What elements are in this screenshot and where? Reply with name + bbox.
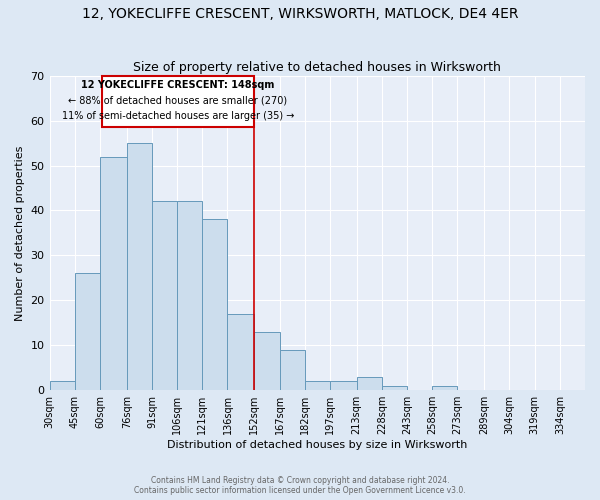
- Bar: [177, 202, 202, 390]
- Bar: [127, 143, 152, 390]
- Bar: [100, 156, 127, 390]
- Title: Size of property relative to detached houses in Wirksworth: Size of property relative to detached ho…: [133, 62, 501, 74]
- Bar: [75, 274, 100, 390]
- Text: 12 YOKECLIFFE CRESCENT: 148sqm: 12 YOKECLIFFE CRESCENT: 148sqm: [81, 80, 275, 90]
- Text: 12, YOKECLIFFE CRESCENT, WIRKSWORTH, MATLOCK, DE4 4ER: 12, YOKECLIFFE CRESCENT, WIRKSWORTH, MAT…: [82, 8, 518, 22]
- Bar: [227, 314, 254, 390]
- X-axis label: Distribution of detached houses by size in Wirksworth: Distribution of detached houses by size …: [167, 440, 467, 450]
- Y-axis label: Number of detached properties: Number of detached properties: [15, 145, 25, 320]
- Bar: [152, 202, 177, 390]
- Bar: [202, 220, 227, 390]
- Bar: [330, 381, 357, 390]
- Bar: [382, 386, 407, 390]
- Text: ← 88% of detached houses are smaller (270): ← 88% of detached houses are smaller (27…: [68, 96, 287, 106]
- Bar: [254, 332, 280, 390]
- Bar: [432, 386, 457, 390]
- Bar: [305, 381, 330, 390]
- Bar: [357, 376, 382, 390]
- Text: 11% of semi-detached houses are larger (35) →: 11% of semi-detached houses are larger (…: [62, 110, 294, 120]
- Bar: [50, 381, 75, 390]
- Bar: [280, 350, 305, 390]
- Text: Contains HM Land Registry data © Crown copyright and database right 2024.
Contai: Contains HM Land Registry data © Crown c…: [134, 476, 466, 495]
- Bar: [101, 76, 254, 128]
